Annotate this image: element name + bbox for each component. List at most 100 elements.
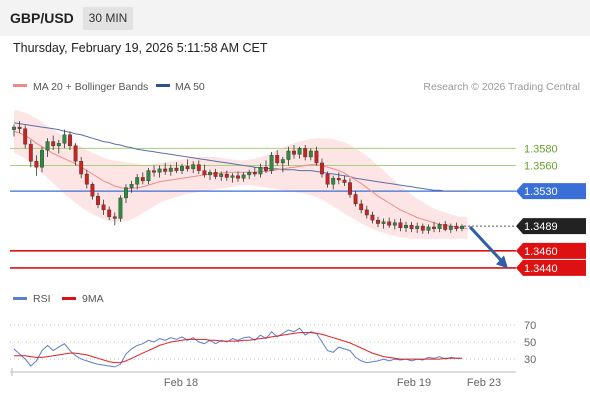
candle-body [269,155,274,171]
arrow-shaft [468,225,504,263]
candle-body [432,226,436,229]
candle-body [191,164,196,170]
candle-body [230,175,235,178]
candle-body [185,166,190,170]
rsi-legend-label: RSI [33,293,51,305]
candle-body [292,150,296,155]
candle-body [314,150,319,164]
candle-body [45,141,50,151]
rsi-ma-legend-label: 9MA [82,293,104,305]
rsi-panel: 70 50 30 [10,320,536,368]
candle-body [236,175,240,179]
ma20-line [13,130,468,230]
candle-body [370,214,375,221]
candle-body [320,162,324,175]
candle-body [224,173,229,178]
candle-body [213,172,218,177]
rsi-line [13,327,462,368]
candle-body [241,174,246,179]
ma20-legend-swatch [13,84,27,87]
rsi-tick-label: 70 [524,320,536,332]
candle-body [286,150,291,160]
rsi-tick-label: 30 [524,354,536,366]
candle-body [331,178,336,185]
rsi-ma-legend-swatch [62,297,76,300]
candle-body [90,184,95,197]
rsi-legend-swatch [13,297,27,300]
support-level-label: 1.3440 [524,263,558,275]
rsi-tick-label: 50 [524,337,536,349]
x-tick-label: Feb 19 [397,377,431,389]
candle-body [275,155,280,164]
candle-body [443,224,448,230]
candle-body [348,182,352,195]
candle-body [415,225,420,229]
candle-body [437,224,442,229]
candle-body [202,170,207,176]
candle-body [420,225,425,231]
candle-body [252,172,257,175]
guide-level-label: 1.3560 [524,160,558,172]
candle-body [325,173,330,185]
ma50-legend-label: MA 50 [175,81,205,93]
candlesticks [12,121,464,234]
candle-body [17,126,22,129]
candle-body [454,225,459,229]
candle-body [40,149,44,168]
candle-body [258,166,263,175]
candle-body [448,225,453,230]
projection-arrow [468,225,508,269]
level-labels: 1.3580 1.3560 1.3530 1.3489 1.3460 1.3440 [516,143,586,276]
candle-body [96,196,100,205]
candle-body [342,179,347,183]
candle-body [152,170,156,173]
timeframe-button[interactable]: 30 MIN [83,7,133,30]
candle-body [376,219,380,224]
current-price-label: 1.3489 [524,221,558,233]
candle-body [157,168,162,173]
candle-body [168,167,173,172]
support-level-label: 1.3460 [524,246,558,258]
candle-body [280,159,285,164]
x-axis: Feb 18 Feb 19 Feb 23 [10,368,516,389]
candle-body [196,164,201,171]
rsi-ma-line [14,332,462,364]
candle-body [34,161,39,168]
candle-body [387,221,392,226]
candle-body [180,166,184,171]
candle-body [112,216,117,219]
candle-body [12,126,16,130]
support-label-tag [516,259,586,276]
candle-body [381,221,386,224]
rsi-legend: RSI 9MA [13,293,104,305]
guide-level-label: 1.3580 [524,143,558,155]
candle-body [398,222,403,229]
support-label-tag [516,242,586,259]
candle-body [426,226,431,231]
x-tick-label: Feb 23 [467,377,501,389]
candle-body [146,170,151,182]
candle-body [359,203,364,211]
candle-body [404,225,408,229]
candle-body [409,225,414,229]
candle-body [336,178,341,181]
candle-body [51,141,56,147]
chart-datetime: Thursday, February 19, 2026 5:11:58 AM C… [13,41,268,55]
resistance-level-label: 1.3530 [524,186,558,198]
x-tick-label: Feb 18 [164,377,198,389]
header-bar: GBP/USD 30 MIN [0,0,590,36]
candle-body [303,148,308,158]
candle-body [264,166,268,171]
candle-body [308,150,313,158]
resistance-label-tag [516,183,586,200]
chart-legend: MA 20 + Bollinger Bands MA 50 Research ©… [13,81,580,93]
candle-body [129,184,134,188]
moving-averages [13,122,468,230]
candle-body [73,145,78,162]
candle-body [101,204,106,211]
candle-body [84,173,89,185]
bollinger-band-area [14,110,468,239]
copyright-text: Research © 2026 Trading Central [423,81,580,93]
candle-body [392,222,397,226]
